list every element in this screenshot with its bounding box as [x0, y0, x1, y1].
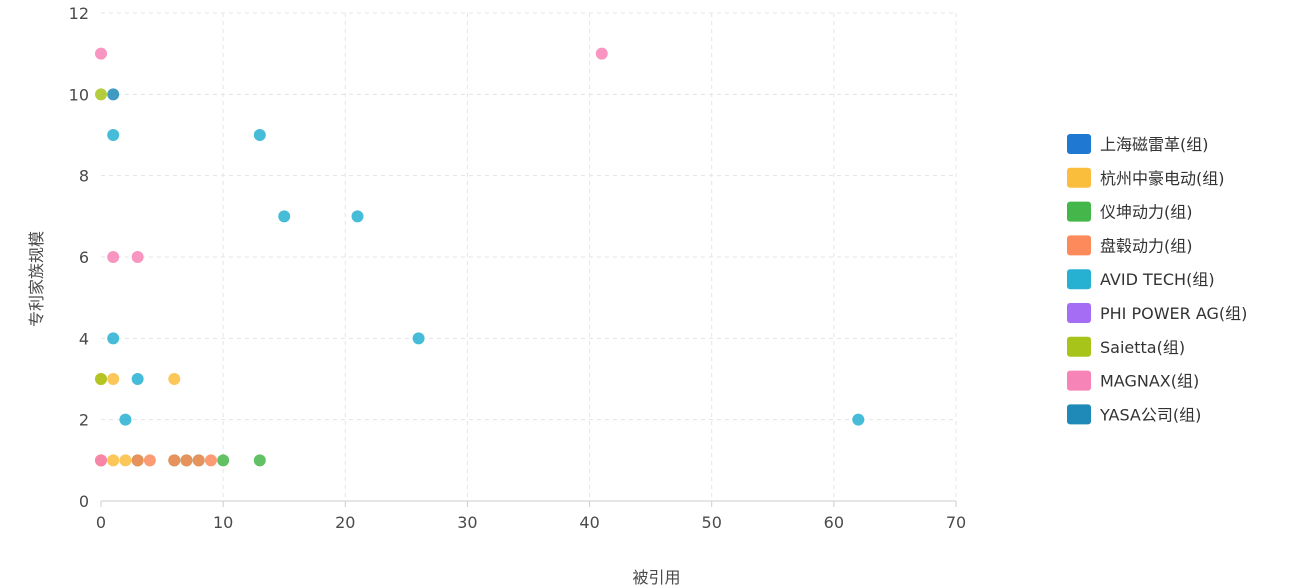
data-point[interactable]: [107, 373, 120, 385]
data-point[interactable]: [595, 47, 608, 60]
x-tick-label: 20: [335, 513, 355, 532]
data-point[interactable]: [119, 413, 132, 426]
legend-label: MAGNAX(组): [1100, 372, 1199, 391]
legend-swatch: [1067, 269, 1091, 290]
legend-swatch: [1067, 201, 1091, 222]
x-tick-label: 40: [579, 513, 599, 532]
x-tick-label: 70: [946, 513, 966, 532]
grid-lines: [101, 12, 957, 501]
legend-swatch: [1067, 134, 1091, 154]
data-point[interactable]: [180, 454, 193, 467]
data-point[interactable]: [131, 251, 144, 263]
data-point[interactable]: [253, 454, 266, 467]
legend-item[interactable]: YASA公司(组): [1067, 404, 1201, 425]
legend-item[interactable]: Saietta(组): [1067, 336, 1185, 357]
y-tick-label: 12: [69, 4, 89, 23]
data-point[interactable]: [95, 373, 107, 385]
data-point[interactable]: [168, 373, 181, 385]
legend-label: 仪坤动力(组): [1100, 203, 1193, 222]
data-point[interactable]: [95, 88, 107, 101]
data-point[interactable]: [119, 454, 132, 467]
x-tick-label: 60: [824, 513, 844, 532]
data-point[interactable]: [107, 332, 120, 345]
axes: 0 10 20 30 40 50 60 70 0 2 4 6 8 10 12: [69, 4, 967, 532]
data-point[interactable]: [107, 88, 120, 101]
data-points: [95, 47, 865, 467]
legend: 上海磁雷革(组) 杭州中豪电动(组) 仪坤动力(组) 盘毂动力(组) AVID TECH…: [1067, 134, 1247, 425]
data-point[interactable]: [95, 454, 107, 467]
legend-label: 杭州中豪电动(组): [1100, 169, 1225, 188]
y-tick-label: 0: [79, 492, 89, 511]
data-point[interactable]: [278, 210, 291, 223]
data-point[interactable]: [192, 454, 205, 467]
data-point[interactable]: [351, 210, 364, 223]
legend-label: PHI POWER AG(组): [1100, 304, 1247, 323]
legend-swatch: [1067, 235, 1091, 256]
legend-item[interactable]: 仪坤动力(组): [1067, 201, 1193, 222]
legend-item[interactable]: PHI POWER AG(组): [1067, 303, 1247, 323]
legend-swatch: [1067, 404, 1091, 425]
data-point[interactable]: [852, 413, 865, 426]
legend-item[interactable]: AVID TECH(组): [1067, 269, 1215, 290]
data-point[interactable]: [107, 129, 120, 141]
legend-item[interactable]: MAGNAX(组): [1067, 370, 1199, 391]
legend-label: YASA公司(组): [1099, 405, 1201, 424]
legend-item[interactable]: 上海磁雷革(组): [1067, 134, 1209, 154]
data-point[interactable]: [131, 454, 144, 467]
legend-item[interactable]: 杭州中豪电动(组): [1067, 167, 1225, 188]
data-point[interactable]: [95, 47, 107, 60]
x-tick-label: 50: [702, 513, 722, 532]
y-tick-label: 8: [79, 167, 89, 186]
legend-swatch: [1067, 167, 1091, 188]
data-point[interactable]: [131, 373, 144, 385]
legend-label: Saietta(组): [1100, 338, 1185, 357]
y-tick-label: 10: [69, 85, 89, 104]
x-axis-title: 被引用: [632, 568, 680, 587]
legend-swatch: [1067, 303, 1091, 323]
legend-swatch: [1067, 336, 1091, 357]
data-point[interactable]: [412, 332, 425, 345]
legend-label: 上海磁雷革(组): [1100, 135, 1209, 154]
y-axis-title: 专利家族规模: [27, 231, 46, 327]
data-point[interactable]: [253, 129, 266, 141]
legend-label: AVID TECH(组): [1100, 270, 1215, 289]
legend-swatch: [1067, 370, 1091, 391]
data-point[interactable]: [143, 454, 156, 467]
legend-item[interactable]: 盘毂动力(组): [1067, 235, 1193, 256]
legend-label: 盘毂动力(组): [1100, 236, 1193, 255]
data-point[interactable]: [204, 454, 217, 467]
y-tick-label: 4: [79, 329, 89, 348]
data-point[interactable]: [107, 454, 120, 467]
x-tick-label: 10: [213, 513, 233, 532]
data-point[interactable]: [107, 251, 120, 263]
x-tick-label: 0: [96, 513, 106, 532]
data-point[interactable]: [168, 454, 181, 467]
x-tick-label: 30: [457, 513, 477, 532]
data-point[interactable]: [217, 454, 230, 467]
y-tick-label: 6: [79, 248, 89, 267]
y-tick-label: 2: [79, 411, 89, 430]
